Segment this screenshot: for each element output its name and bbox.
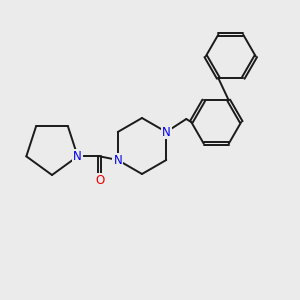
Text: N: N [73,150,82,163]
Text: O: O [95,174,104,187]
Text: N: N [113,154,122,166]
Text: N: N [162,125,171,139]
